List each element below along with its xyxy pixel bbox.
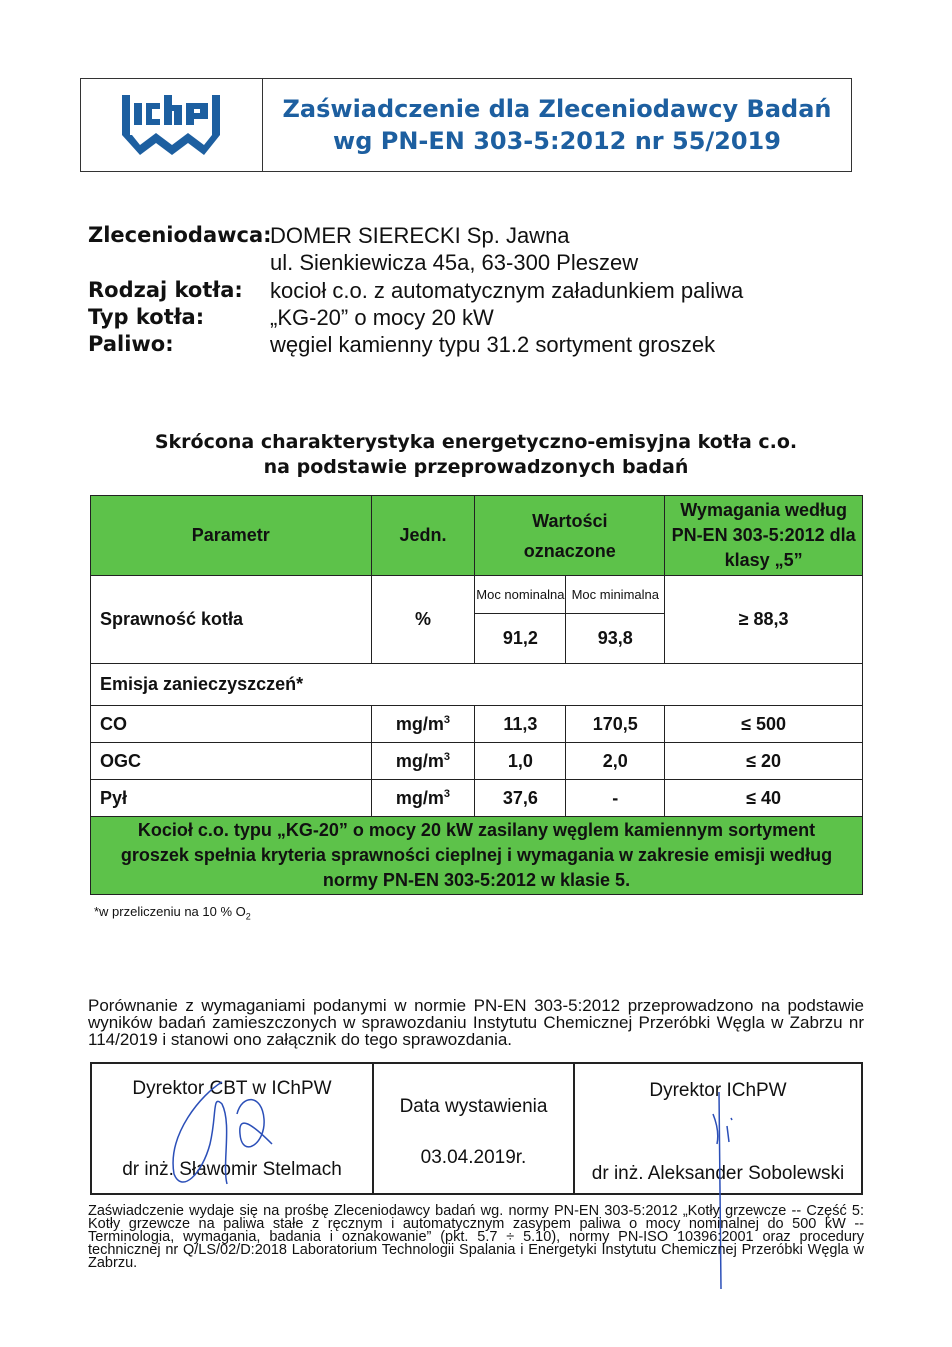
client-address: ul. Sienkiewicza 45a, 63-300 Pleszew [270,250,639,275]
fuel-label: Paliwo: [88,332,174,356]
document-header: Zaświadczenie dla Zleceniodawcy Badań wg… [80,78,852,172]
signature-table: Dyrektor CBT w IChPW dr inż. Sławomir St… [90,1062,863,1290]
right-signer-name: dr inż. Aleksander Sobolewski [591,1163,845,1184]
subheader-nominal: Moc nominalna [474,575,567,614]
header-parameter: Parametr [90,495,372,576]
section-subtitle: Skrócona charakterystyka energetyczno-em… [0,430,952,480]
row-requirement: ≤ 40 [664,779,863,817]
header-unit: Jedn. [370,495,476,576]
comparison-note: Porównanie z wymaganiami podanymi w norm… [88,996,864,1049]
emission-header: Emisja zanieczyszczeń* [90,663,863,706]
left-signer-name: dr inż. Sławomir Stelmach [122,1159,342,1180]
row-param: OGC [90,742,372,780]
table-row: CO mg/m3 11,3 170,5 ≤ 500 [90,705,863,743]
conclusion: Kocioł c.o. typu „KG-20” o mocy 20 kW za… [90,816,863,895]
subheader-minimal: Moc minimalna [565,575,666,614]
subtitle-line2: na podstawie przeprowadzonych badań [263,456,689,478]
signature-right [712,1091,733,1290]
right-signer-title: Dyrektor IChPW [649,1080,787,1101]
footnote: *w przeliczeniu na 10 % O2 [94,904,251,922]
subtitle-line1: Skrócona charakterystyka energetyczno-em… [154,431,798,453]
boiler-type-label: Typ kotła: [88,305,205,329]
ichpw-logo [81,79,263,171]
results-table: Parametr Jedn. Wartości oznaczone Wymaga… [90,495,863,895]
left-signer-title: Dyrektor CBT w IChPW [132,1078,332,1099]
row-minimal: 170,5 [565,705,666,743]
row-nominal: 37,6 [474,779,567,817]
efficiency-minimal: 93,8 [565,613,666,664]
date-label: Data wystawienia [399,1096,548,1117]
row-param: Pył [90,779,372,817]
row-nominal: 1,0 [474,742,567,780]
row-param: CO [90,705,372,743]
footer-legal-note: Zaświadczenie wydaje się na prośbę Zlece… [88,1203,864,1271]
issue-date: 03.04.2019r. [420,1147,527,1168]
fuel-value: węgiel kamienny typu 31.2 sortyment gros… [270,332,716,357]
table-row: OGC mg/m3 1,0 2,0 ≤ 20 [90,742,863,780]
certificate-title-line2: wg PN-EN 303-5:2012 nr 55/2019 [333,127,781,155]
logo-icon [121,95,220,155]
signature-left [172,1081,273,1185]
row-minimal: 2,0 [565,742,666,780]
header-requirements: Wymagania według PN-EN 303-5:2012 dla kl… [664,495,863,576]
row-unit: mg/m3 [370,742,476,780]
efficiency-nominal: 91,2 [474,613,567,664]
row-requirement: ≤ 20 [664,742,863,780]
efficiency-unit: % [370,575,476,664]
table-row: Pył mg/m3 37,6 - ≤ 40 [90,779,863,817]
row-minimal: - [565,779,666,817]
header-values: Wartości oznaczone [474,495,666,576]
efficiency-label: Sprawność kotła [90,575,372,664]
row-nominal: 11,3 [474,705,567,743]
client-name: DOMER SIERECKI Sp. Jawna [270,223,570,248]
certificate-title-line1: Zaświadczenie dla Zleceniodawcy Badań [282,95,832,123]
client-label: Zleceniodawca: [88,223,272,247]
boiler-kind-label: Rodzaj kotła: [88,278,243,302]
row-unit: mg/m3 [370,779,476,817]
row-requirement: ≤ 500 [664,705,863,743]
row-unit: mg/m3 [370,705,476,743]
boiler-type-value: „KG-20” o mocy 20 kW [270,305,494,330]
boiler-kind-value: kocioł c.o. z automatycznym załadunkiem … [270,278,744,303]
efficiency-requirement: ≥ 88,3 [664,575,863,664]
